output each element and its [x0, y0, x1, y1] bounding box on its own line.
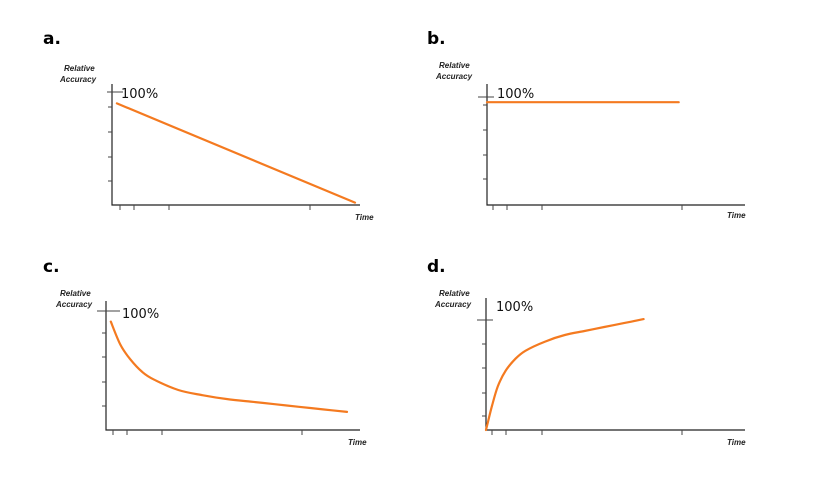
accuracy-curve — [115, 102, 357, 204]
x-axis-label: Time — [727, 438, 746, 447]
y-marker-label: 100% — [496, 300, 533, 315]
accuracy-curve — [109, 320, 349, 413]
y-marker-label: 100% — [121, 87, 158, 102]
axes — [485, 298, 745, 431]
y-axis-label-line2: Accuracy — [434, 300, 472, 309]
y-axis-label-line1: Relative — [439, 61, 470, 70]
y-axis-label-line2: Accuracy — [59, 75, 97, 84]
axes — [111, 84, 360, 206]
accuracy-curve — [484, 318, 645, 432]
y-marker-label: 100% — [497, 87, 534, 102]
x-axis-label: Time — [355, 213, 374, 222]
x-axis-label: Time — [727, 211, 746, 220]
y-marker-label: 100% — [122, 307, 159, 322]
panel-label-b: b. — [427, 29, 446, 49]
y-axis-label-line1: Relative — [60, 289, 91, 298]
x-axis-label: Time — [348, 438, 367, 447]
y-axis-label-line2: Accuracy — [435, 72, 473, 81]
panel-label-d: d. — [427, 257, 446, 277]
panel-label-a: a. — [43, 29, 61, 49]
y-axis-label-line1: Relative — [439, 289, 470, 298]
y-axis-label-line1: Relative — [64, 64, 95, 73]
axes — [105, 301, 360, 431]
panel-label-c: c. — [43, 257, 60, 277]
axes — [486, 84, 745, 206]
y-axis-label-line2: Accuracy — [55, 300, 93, 309]
